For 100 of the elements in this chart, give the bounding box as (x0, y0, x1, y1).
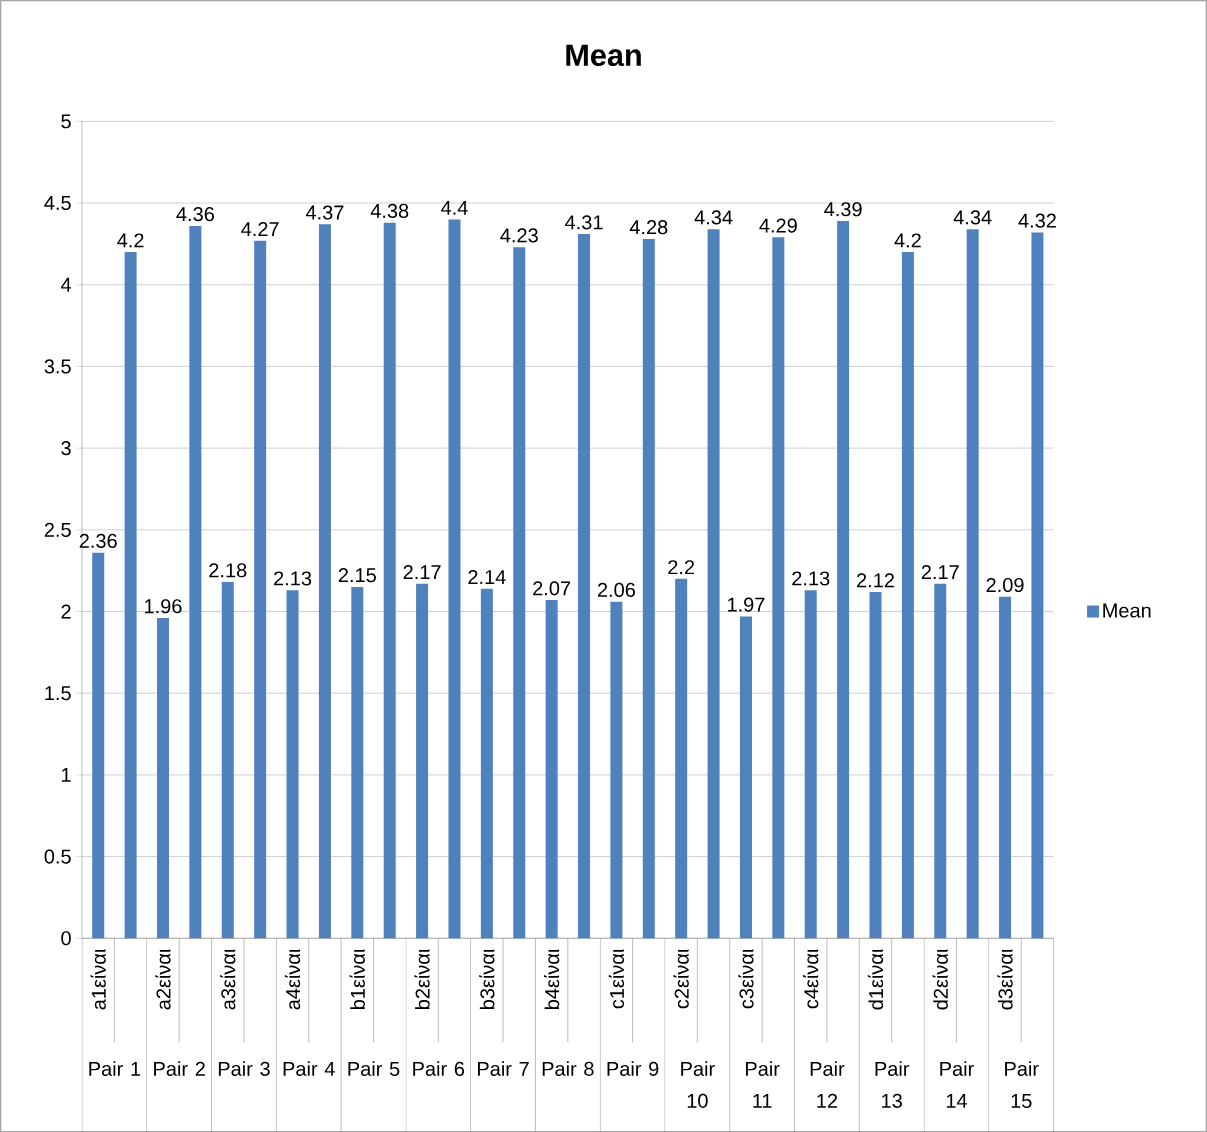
y-tick-label: 1 (62, 767, 71, 782)
data-label: 1.96 (145, 599, 182, 614)
y-tick-label: 0.5 (44, 849, 71, 864)
y-tick-label: 0 (61, 931, 71, 946)
y-tick-label: 1.5 (45, 686, 71, 701)
text: Pair 2 (154, 1061, 205, 1076)
data-label: 4.2 (117, 233, 144, 248)
y-tick-label: 2 (61, 604, 71, 619)
bar (189, 225, 202, 939)
bar (383, 222, 396, 939)
x-tick-label: a1είναι (90, 949, 106, 1010)
bar (707, 229, 720, 939)
text: Pair 8 (542, 1061, 594, 1076)
x-tick-label: c1είναι (608, 949, 625, 1009)
bar (416, 583, 429, 939)
x-tick-label: d1είναι (867, 949, 884, 1010)
data-label: 2.13 (274, 571, 312, 586)
text: Pair 1 (89, 1061, 141, 1076)
x-tick-label: a3είναι (220, 949, 236, 1010)
x-tick-label: a2είναι (155, 949, 171, 1010)
x-tick-label: b2είναι (414, 949, 430, 1009)
data-label: 2.17 (921, 564, 959, 579)
bar (934, 583, 947, 939)
bar (869, 591, 882, 939)
data-label: 2.07 (533, 581, 571, 596)
data-label: 2.2 (668, 559, 695, 574)
bar (513, 247, 526, 939)
text: Pair 13 (875, 1061, 910, 1108)
x-tick-label: c4είναι (803, 949, 819, 1009)
text: Pair 9 (607, 1061, 659, 1076)
x-tick-label: c3είναι (738, 949, 754, 1009)
data-label: 4.37 (305, 205, 344, 220)
text: Pair 10 (681, 1061, 715, 1108)
bar (156, 617, 169, 939)
data-label: 4.23 (500, 228, 538, 243)
chart-title: Mean (566, 44, 641, 66)
data-label: 2.13 (792, 571, 830, 586)
data-label: 2.06 (597, 582, 635, 597)
data-label: 4.31 (565, 215, 603, 230)
bar (448, 219, 461, 939)
y-tick-label: 4.5 (44, 195, 71, 210)
bar (578, 233, 591, 939)
bar (318, 224, 331, 939)
data-label: 2.14 (468, 569, 506, 584)
bar (254, 240, 267, 939)
bar (351, 586, 364, 939)
text: Pair 14 (940, 1061, 974, 1108)
bar (642, 238, 655, 939)
text: Pair 6 (413, 1061, 465, 1076)
data-label: 4.4 (441, 200, 468, 215)
x-tick-label: d3είναι (997, 949, 1013, 1010)
bar (999, 596, 1012, 939)
data-label: 4.2 (894, 233, 921, 248)
data-label: 4.34 (694, 210, 733, 225)
text: Pair 11 (745, 1061, 780, 1108)
x-tick-label: b1είναι (349, 949, 365, 1009)
text: Pair 15 (1005, 1061, 1039, 1108)
data-label: 2.18 (209, 563, 247, 578)
bar (286, 590, 299, 939)
data-label: 1.97 (728, 597, 765, 612)
bar (1031, 232, 1044, 939)
x-tick-label: a4είναι (284, 949, 301, 1010)
bar (804, 590, 817, 939)
bar (610, 601, 623, 939)
bar (901, 251, 914, 939)
x-tick-label: b3είναι (479, 949, 495, 1009)
bar (480, 588, 493, 939)
y-tick-label: 2.5 (44, 522, 71, 537)
data-label: 2.09 (986, 577, 1024, 592)
text: Pair 7 (478, 1061, 529, 1076)
y-tick-label: 3 (61, 440, 71, 456)
data-label: 2.17 (403, 564, 441, 579)
data-label: 4.34 (953, 210, 992, 225)
data-label: 4.29 (759, 218, 797, 233)
data-label: 4.28 (629, 219, 668, 235)
legend-label: Mean (1103, 603, 1151, 618)
text: Pair 4 (283, 1061, 335, 1076)
bar (772, 237, 785, 939)
data-label: 2.12 (857, 573, 894, 588)
bar (966, 229, 979, 939)
y-tick-label: 4 (60, 277, 72, 292)
bar (92, 552, 105, 939)
x-tick-label: d2είναι (932, 949, 948, 1010)
bar (837, 220, 850, 939)
text: Pair 5 (348, 1061, 400, 1076)
bar (675, 578, 688, 939)
bar (545, 599, 558, 939)
data-label: 4.39 (824, 201, 862, 217)
data-label: 4.38 (370, 203, 409, 218)
bar (739, 616, 752, 939)
text: Pair 12 (810, 1061, 845, 1108)
data-label: 2.15 (338, 567, 376, 583)
data-label: 4.27 (241, 221, 279, 236)
bar (221, 581, 234, 939)
y-tick-label: 3.5 (44, 359, 71, 374)
y-tick-label: 5 (61, 114, 71, 129)
x-tick-label: b4είναι (544, 949, 560, 1009)
x-tick-label: c2είναι (673, 949, 689, 1009)
text: Pair 3 (218, 1061, 270, 1076)
bar (124, 251, 137, 939)
